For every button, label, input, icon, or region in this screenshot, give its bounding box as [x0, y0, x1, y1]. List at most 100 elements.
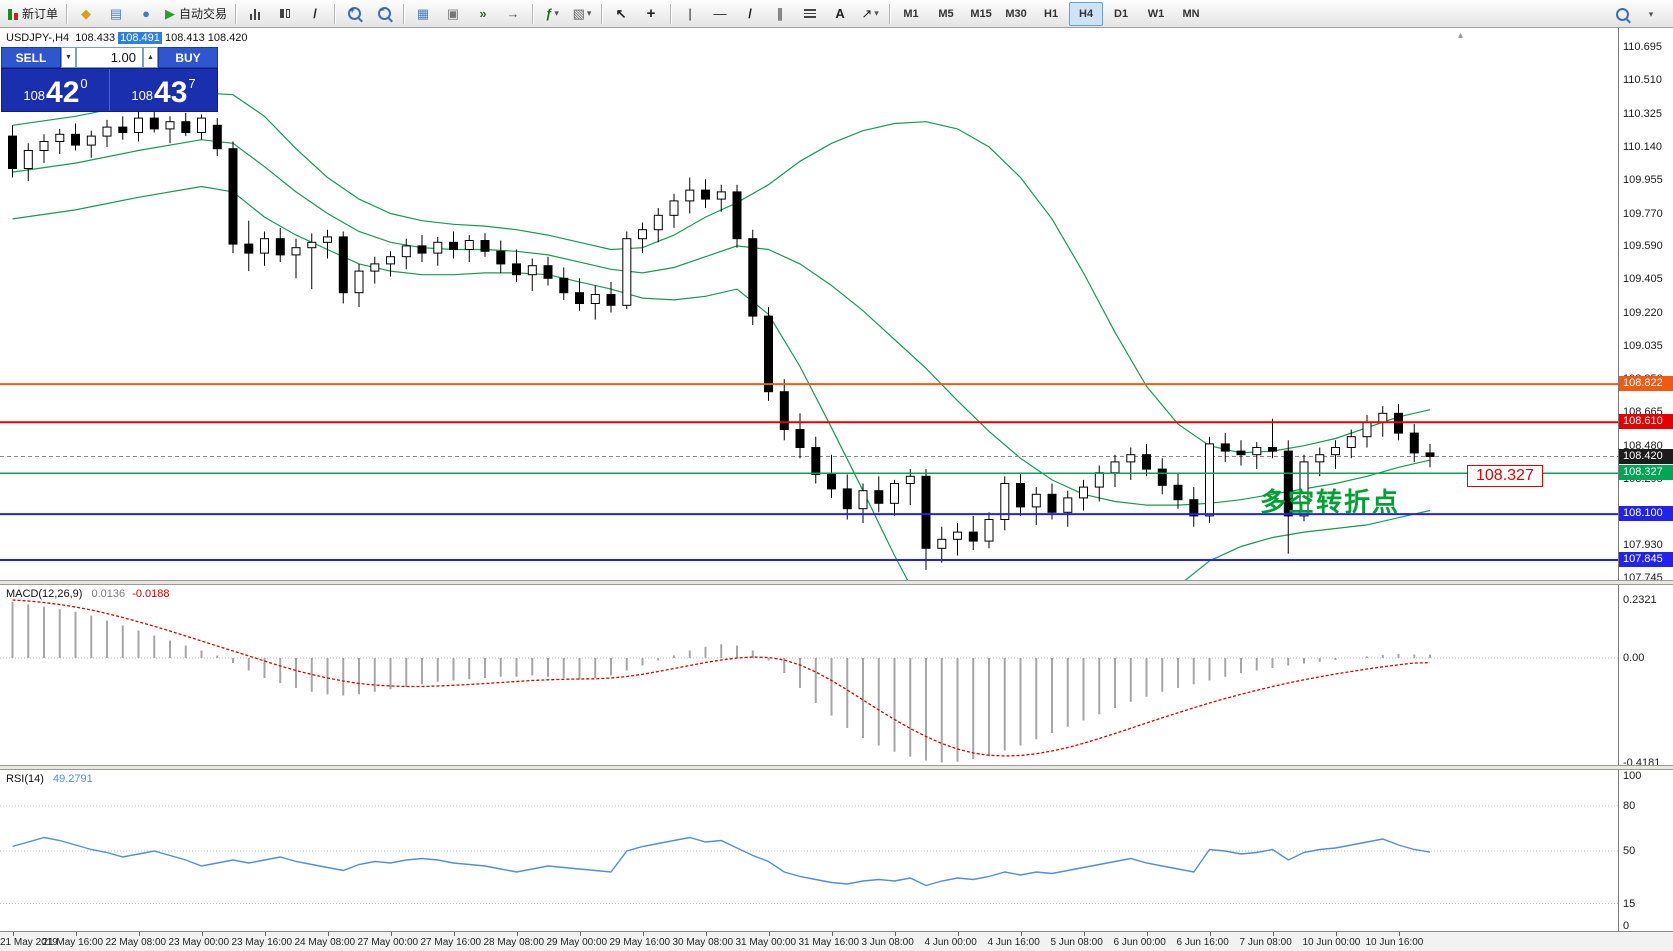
bid-price[interactable]: 108 42 0	[2, 69, 109, 111]
macd-scale-label: 0.00	[1623, 652, 1645, 664]
macd-label: MACD(12,26,9) 0.0136 -0.0188	[6, 588, 170, 600]
time-axis-label: 23 May 16:00	[231, 937, 293, 948]
time-axis-label: 4 Jun 16:00	[987, 937, 1040, 948]
vertical-line-tool-button[interactable]: |	[675, 2, 705, 26]
time-axis-tick	[705, 932, 707, 936]
volume-down-button[interactable]: ▼	[61, 47, 76, 68]
timeframe-button-d1[interactable]: D1	[1114, 7, 1129, 20]
templates-icon: ▧	[572, 6, 585, 21]
time-axis-tick	[1272, 932, 1274, 936]
crosshair-tool-button[interactable]: +	[636, 2, 666, 26]
zoom-in-button[interactable]: +	[339, 2, 369, 26]
sell-button[interactable]: SELL	[1, 47, 61, 68]
cascade-windows-button[interactable]: ▣	[438, 2, 468, 26]
arrows-tool-button[interactable]: ↗ ▾	[855, 2, 885, 26]
price-scale-label: 109.035	[1623, 339, 1663, 352]
price-level-tag: 108.100	[1619, 506, 1673, 522]
text-tool-button[interactable]: A	[825, 2, 855, 26]
search-icon	[1615, 7, 1629, 21]
time-axis-label: 29 May 00:00	[546, 937, 608, 948]
line-chart-type-button[interactable]: /	[300, 2, 330, 26]
price-scale-label: 107.930	[1623, 538, 1663, 551]
dropdown-icon: ▾	[554, 8, 559, 18]
templates-button[interactable]: ▧ ▾	[567, 2, 597, 26]
volume-input[interactable]: 1.00	[76, 47, 143, 68]
crosshair-icon: +	[646, 5, 656, 22]
horizontal-line-tool-button[interactable]: —	[705, 2, 735, 26]
dropdown-icon: ▾	[874, 8, 879, 18]
macd-scale-label: 0.2321	[1623, 593, 1657, 606]
new-order-label: 新订单	[22, 7, 59, 21]
timeframe-button-mn[interactable]: MN	[1182, 7, 1200, 20]
market-watch-button[interactable]: ●	[131, 2, 161, 26]
chart-shift-button[interactable]: →	[498, 2, 528, 26]
time-axis-tick	[894, 932, 896, 936]
trendline-icon: /	[748, 6, 752, 21]
rsi-panel[interactable]: RSI(14) 49.2791	[0, 770, 1673, 931]
close-value: 108.420	[207, 32, 248, 44]
chart-shift-icon: →	[506, 6, 520, 21]
price-level-tag: 107.845	[1619, 552, 1673, 567]
price-scale-label: 110.695	[1623, 41, 1662, 53]
price-scale-label: 109.770	[1623, 207, 1663, 220]
price-scale-label: 109.220	[1623, 306, 1663, 319]
bid-prefix: 108	[23, 88, 46, 103]
time-axis-tick	[1398, 932, 1400, 936]
buy-button[interactable]: BUY	[158, 47, 218, 68]
time-axis-label: 22 May 08:00	[105, 937, 167, 948]
panel-splitter[interactable]	[0, 580, 1673, 585]
chart-text-annotation: 多空转折点	[1260, 488, 1401, 517]
indicators-button[interactable]: ƒ ▾	[537, 2, 567, 26]
timeframe-button-m15[interactable]: M15	[970, 7, 992, 20]
toolbar-options-button[interactable]: ▾	[1637, 2, 1667, 26]
auto-scroll-button[interactable]: »	[468, 2, 498, 26]
time-axis-label: 31 May 16:00	[798, 937, 860, 948]
profiles-button[interactable]: ◆	[71, 2, 101, 26]
autotrading-button[interactable]: ▶ 自动交易	[161, 2, 231, 26]
zoom-out-icon: −	[377, 6, 391, 20]
bar-chart-type-button[interactable]	[240, 2, 270, 26]
time-axis-tick	[138, 932, 140, 936]
cursor-tool-button[interactable]: ↖	[606, 2, 636, 26]
trendline-tool-button[interactable]: /	[735, 2, 765, 26]
timeframe-button-m5[interactable]: M5	[938, 7, 954, 20]
scroll-end-marker-icon[interactable]: ▴	[1458, 30, 1464, 41]
globe-icon: ●	[142, 6, 150, 21]
volume-up-button[interactable]: ▲	[143, 47, 158, 68]
ask-price[interactable]: 108 43 7	[109, 69, 217, 111]
panel-splitter[interactable]	[0, 765, 1673, 770]
timeframe-button-h4[interactable]: H4	[1069, 1, 1104, 26]
time-axis[interactable]: 21 May 2019 21 May 16:00 22 May 08:00 23 Ma…	[0, 931, 1673, 951]
candle-chart-type-button[interactable]	[270, 2, 300, 26]
search-button[interactable]	[1607, 2, 1637, 26]
price-chart-panel[interactable]: USDJPY-,H4 108.433 108.491 108.413 108.4…	[0, 28, 1673, 580]
cursor-icon: ↖	[615, 6, 627, 21]
zoom-in-icon: +	[347, 6, 361, 20]
time-axis-tick	[516, 932, 518, 936]
timeframe-button-h1[interactable]: H1	[1044, 7, 1059, 20]
timeframe-button-w1[interactable]: W1	[1147, 7, 1165, 20]
rsi-canvas	[0, 805, 1618, 904]
zoom-out-button[interactable]: −	[369, 2, 399, 26]
time-axis-label: 4 Jun 00:00	[924, 937, 977, 948]
time-axis-label: 28 May 08:00	[483, 937, 545, 948]
channel-tool-button[interactable]: ∥	[765, 2, 795, 26]
time-axis-tick	[201, 932, 203, 936]
macd-panel[interactable]: MACD(12,26,9) 0.0136 -0.0188	[0, 585, 1673, 765]
rsi-value: 49.2791	[52, 773, 93, 785]
timeframe-button-m1[interactable]: M1	[903, 7, 919, 20]
charts-grid-button[interactable]: ▤	[101, 2, 131, 26]
macd-canvas	[0, 599, 1618, 763]
time-axis-tick	[12, 932, 14, 936]
tile-windows-button[interactable]: ▦	[408, 2, 438, 26]
timeframe-button-m30[interactable]: M30	[1005, 7, 1027, 20]
time-axis-label: 5 Jun 08:00	[1050, 937, 1103, 948]
time-axis-tick	[1083, 932, 1085, 936]
tile-windows-icon: ▦	[416, 6, 430, 21]
fibonacci-tool-button[interactable]	[795, 2, 825, 26]
price-scale[interactable]: 110.695 110.510 110.325 110.140 109.955 109.7…	[1618, 28, 1673, 932]
channel-icon: ∥	[776, 6, 784, 21]
new-order-button[interactable]: 新订单	[4, 2, 62, 26]
toolbar-separator	[532, 3, 534, 24]
